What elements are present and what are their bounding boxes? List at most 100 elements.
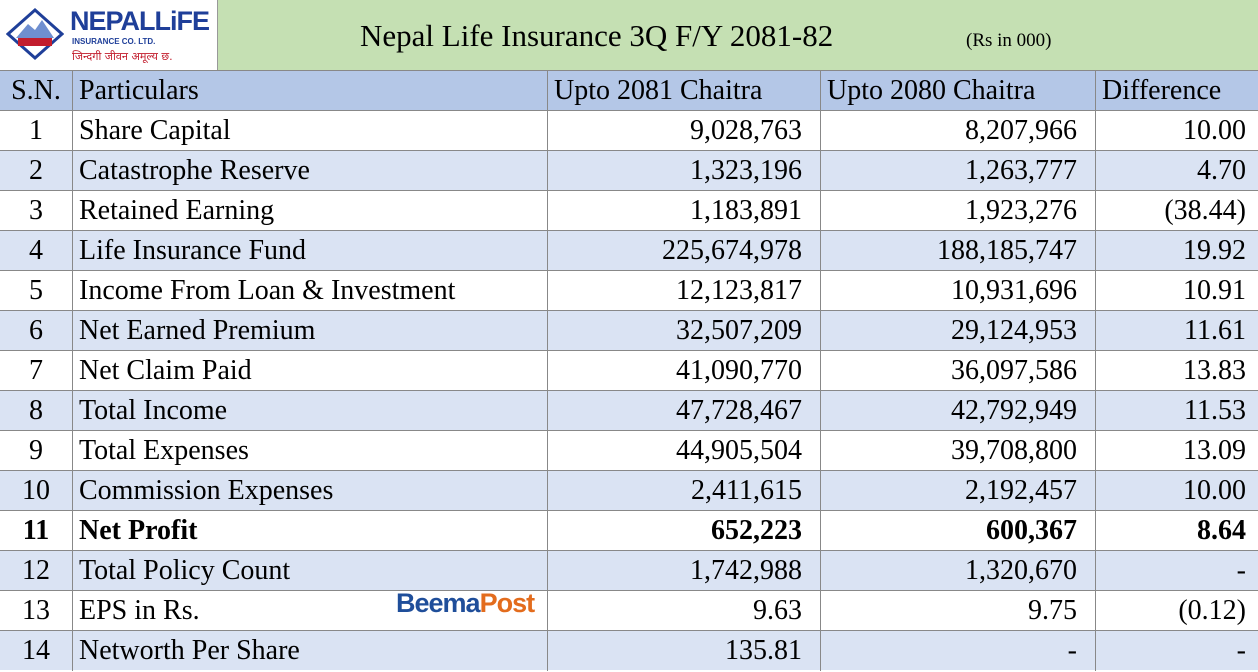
table-cell: Income From Loan & Investment	[72, 271, 547, 311]
table-cell: 9	[29, 435, 43, 466]
logo-tagline: जिन्दगी जीवन अमूल्य छ.	[72, 50, 173, 63]
table-cell: 10.00	[1095, 471, 1258, 511]
table-cell: Total Income	[72, 391, 547, 431]
table-cell: 600,367	[820, 511, 1095, 551]
table-cell: 19.92	[1095, 231, 1258, 271]
table-row: 1 Share Capital 9,028,763 8,207,966 10.00	[0, 110, 1258, 151]
logo-company: INSURANCE CO. LTD.	[72, 37, 156, 46]
header-cell: Difference	[1095, 71, 1258, 111]
table-cell: 11.53	[1095, 391, 1258, 431]
watermark: BeemaPost	[396, 588, 536, 619]
table-row: 7 Net Claim Paid 41,090,770 36,097,586 13.83	[0, 350, 1258, 391]
table-cell: 32,507,209	[547, 311, 820, 351]
table-cell: 7	[29, 355, 43, 386]
table-cell: (0.12)	[1095, 591, 1258, 631]
table-cell: Total Policy Count	[72, 551, 547, 591]
table-cell: 1,183,891	[547, 191, 820, 231]
table-cell: Retained Earning	[72, 191, 547, 231]
table-cell: 188,185,747	[820, 231, 1095, 271]
table-cell: 12,123,817	[547, 271, 820, 311]
table-cell: 2,411,615	[547, 471, 820, 511]
header-cell: Upto 2081 Chaitra	[547, 71, 820, 111]
logo-name: NEPALLiFE	[70, 6, 210, 36]
table-cell: -	[1095, 551, 1258, 591]
title-bar: Nepal Life Insurance 3Q F/Y 2081-82 (Rs …	[218, 0, 1258, 70]
table-cell: Share Capital	[72, 111, 547, 151]
table: S.N. Particulars Upto 2081 Chaitra Upto 208…	[0, 70, 1258, 671]
table-cell: 2	[29, 155, 43, 186]
table-cell: 10.91	[1095, 271, 1258, 311]
table-cell: 4.70	[1095, 151, 1258, 191]
table-row: 8 Total Income 47,728,467 42,792,949 11.53	[0, 390, 1258, 431]
table-cell: 1,320,670	[820, 551, 1095, 591]
table-cell: Net Profit	[72, 511, 547, 551]
table-row: 5 Income From Loan & Investment 12,123,817…	[0, 270, 1258, 311]
table-cell: 29,124,953	[820, 311, 1095, 351]
table-cell: 135.81	[547, 631, 820, 671]
table-cell: 11	[22, 515, 50, 546]
table-row: 11 Net Profit 652,223 600,367 8.64	[0, 510, 1258, 551]
table-cell: 39,708,800	[820, 431, 1095, 471]
table-cell: Commission Expenses	[72, 471, 547, 511]
table-cell: 225,674,978	[547, 231, 820, 271]
table-cell: Life Insurance Fund	[72, 231, 547, 271]
table-cell: 8,207,966	[820, 111, 1095, 151]
table-cell: 1,263,777	[820, 151, 1095, 191]
table-cell: 12	[22, 555, 50, 586]
unit-note: (Rs in 000)	[966, 30, 1052, 51]
table-cell: 9.63	[547, 591, 820, 631]
table-cell: 14	[22, 635, 50, 666]
table-cell: 10	[22, 475, 50, 506]
table-cell: 47,728,467	[547, 391, 820, 431]
table-row: 14 Networth Per Share 135.81- -	[0, 630, 1258, 671]
table-cell: 6	[29, 315, 43, 346]
table-cell: 10.00	[1095, 111, 1258, 151]
table-cell: 44,905,504	[547, 431, 820, 471]
table-cell: 10,931,696	[820, 271, 1095, 311]
logo-icon	[6, 8, 64, 60]
table-row: 12 Total Policy Count 1,742,988 1,320,670-	[0, 550, 1258, 591]
table-cell: -	[820, 631, 1095, 671]
table-cell: 1,323,196	[547, 151, 820, 191]
watermark-left: Beema	[396, 588, 481, 618]
table-cell: (38.44)	[1095, 191, 1258, 231]
table-row: 3 Retained Earning 1,183,891 1,923,276 (38.4…	[0, 190, 1258, 231]
table-cell: Networth Per Share	[72, 631, 547, 671]
table-row: 9 Total Expenses 44,905,504 39,708,800 13.09	[0, 430, 1258, 471]
header-row: S.N. Particulars Upto 2081 Chaitra Upto 208…	[0, 70, 1258, 111]
table-cell: 9,028,763	[547, 111, 820, 151]
table-cell: 1	[29, 115, 43, 146]
table-cell: 652,223	[547, 511, 820, 551]
table-cell: 13.09	[1095, 431, 1258, 471]
watermark-right: Post	[479, 588, 536, 618]
table-cell: 8.64	[1095, 511, 1258, 551]
table-cell: EPS in Rs.	[72, 591, 547, 631]
logo: NEPALLiFE INSURANCE CO. LTD. जिन्दगी जीव…	[0, 0, 218, 70]
table-cell: 13	[22, 595, 50, 626]
table-cell: 11.61	[1095, 311, 1258, 351]
table-cell: 13.83	[1095, 351, 1258, 391]
table-cell: Net Claim Paid	[72, 351, 547, 391]
table-cell: 1,742,988	[547, 551, 820, 591]
table-cell: 4	[29, 235, 43, 266]
table-cell: 1,923,276	[820, 191, 1095, 231]
table-cell: 5	[29, 275, 43, 306]
table-cell: 36,097,586	[820, 351, 1095, 391]
table-row: 4 Life Insurance Fund 225,674,978 188,185,7…	[0, 230, 1258, 271]
table-cell: Catastrophe Reserve	[72, 151, 547, 191]
table-row: 10 Commission Expenses 2,411,615 2,192,457 1…	[0, 470, 1258, 511]
table-row: 6 Net Earned Premium 32,507,209 29,124,953 1…	[0, 310, 1258, 351]
header-cell: Particulars	[72, 71, 547, 111]
table-cell: 8	[29, 395, 43, 426]
header: NEPALLiFE INSURANCE CO. LTD. जिन्दगी जीव…	[0, 0, 1258, 70]
table-cell: Net Earned Premium	[72, 311, 547, 351]
table-cell: -	[1095, 631, 1258, 671]
header-cell: Upto 2080 Chaitra	[820, 71, 1095, 111]
header-cell: S.N.	[11, 75, 61, 106]
table-row: 13 EPS in Rs. 9.63 9.75 (0.12)	[0, 590, 1258, 631]
table-cell: 42,792,949	[820, 391, 1095, 431]
table-cell: 41,090,770	[547, 351, 820, 391]
table-cell: 3	[29, 195, 43, 226]
table-row: 2 Catastrophe Reserve 1,323,196 1,263,777 4.…	[0, 150, 1258, 191]
table-cell: Total Expenses	[72, 431, 547, 471]
